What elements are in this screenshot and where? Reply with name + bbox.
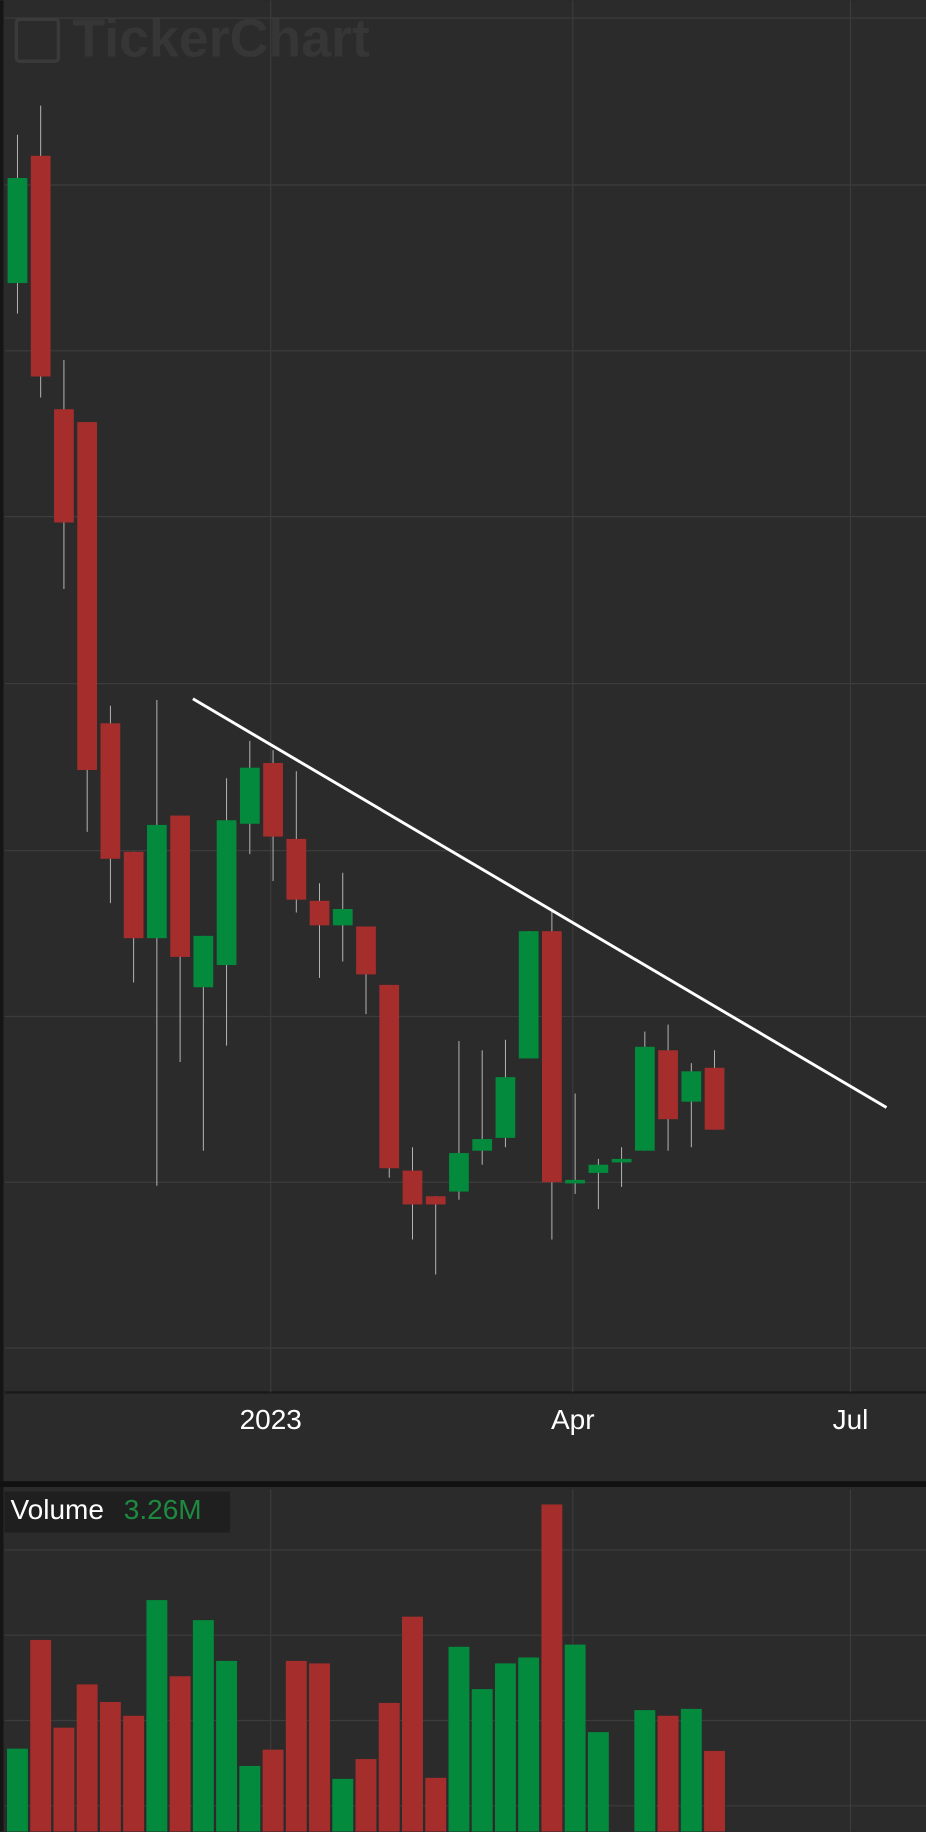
watermark-text: TickerChart xyxy=(72,9,370,69)
volume-bar xyxy=(471,1689,493,1832)
candle-body xyxy=(146,824,167,939)
candles xyxy=(7,105,725,1275)
candle-body xyxy=(123,851,144,939)
candle-body xyxy=(449,1153,469,1192)
volume-bar xyxy=(262,1749,284,1832)
trend-line xyxy=(192,697,888,1109)
volume-bar xyxy=(239,1765,261,1832)
volume-bar xyxy=(448,1646,470,1832)
candle-body xyxy=(193,935,214,988)
volume-bar xyxy=(192,1620,214,1832)
volume-bar xyxy=(564,1644,586,1832)
volume-bar xyxy=(518,1657,540,1832)
volume-bar xyxy=(402,1616,423,1832)
volume-bar xyxy=(309,1663,330,1832)
left-border xyxy=(0,0,4,1832)
candle-body xyxy=(216,820,237,966)
candle-body xyxy=(634,1046,655,1151)
candle-body xyxy=(100,723,121,859)
volume-bar xyxy=(425,1777,447,1832)
volume-bar xyxy=(123,1715,145,1832)
candle-body xyxy=(495,1077,516,1138)
volume-bar xyxy=(634,1710,656,1832)
x-tick-label: 2023 xyxy=(240,1404,302,1435)
candle-body xyxy=(309,900,330,926)
candle-body xyxy=(7,178,28,284)
candle-body xyxy=(286,838,307,900)
panel-separator xyxy=(0,1481,926,1488)
volume-bar xyxy=(146,1600,168,1832)
volume-value: 3.26M xyxy=(124,1494,202,1525)
candle-body xyxy=(170,815,190,957)
candle-body xyxy=(379,984,400,1169)
volume-bars xyxy=(6,1504,726,1832)
x-tick-label: Jul xyxy=(833,1404,869,1435)
x-tick-label: Apr xyxy=(551,1404,595,1435)
volume-bar xyxy=(76,1684,98,1832)
candle-body xyxy=(239,767,260,824)
candle-body xyxy=(542,931,562,1183)
candle-body xyxy=(472,1139,493,1151)
candle-body xyxy=(425,1196,446,1205)
candle-body xyxy=(332,908,353,926)
volume-bar xyxy=(657,1715,679,1832)
volume-bar xyxy=(53,1727,75,1832)
volume-bar xyxy=(30,1639,52,1832)
candle-body xyxy=(704,1067,725,1130)
watermark-icon xyxy=(14,17,61,63)
volume-bar xyxy=(99,1701,121,1832)
candle-body xyxy=(658,1050,678,1120)
candle-body xyxy=(54,409,74,523)
volume-bar xyxy=(494,1663,516,1832)
candle-body xyxy=(30,155,51,377)
candle-body xyxy=(681,1071,702,1102)
overlay: Volume 2023 Apr Jul 3.26M xyxy=(4,697,888,1533)
watermark: TickerChart xyxy=(14,9,370,69)
candle-body xyxy=(588,1164,609,1173)
volume-bar xyxy=(541,1504,563,1832)
volume-bar xyxy=(169,1676,191,1832)
volume-bar xyxy=(216,1660,238,1832)
candle-body xyxy=(402,1170,423,1205)
candle-body xyxy=(611,1158,632,1163)
volume-bar xyxy=(587,1732,609,1832)
candle-body xyxy=(518,931,539,1059)
candle-body xyxy=(77,422,98,771)
volume-bar xyxy=(704,1750,726,1832)
volume-bar xyxy=(6,1748,28,1832)
volume-title: Volume xyxy=(11,1494,104,1525)
candle-body xyxy=(356,926,376,975)
volume-bar xyxy=(378,1702,400,1832)
candle-body xyxy=(263,763,283,837)
volume-bar xyxy=(355,1759,377,1832)
volume-bar xyxy=(285,1660,307,1832)
candle-body xyxy=(565,1179,586,1184)
volume-bar xyxy=(332,1778,354,1832)
volume-bar xyxy=(680,1708,702,1832)
volume-label-box xyxy=(4,1491,231,1533)
